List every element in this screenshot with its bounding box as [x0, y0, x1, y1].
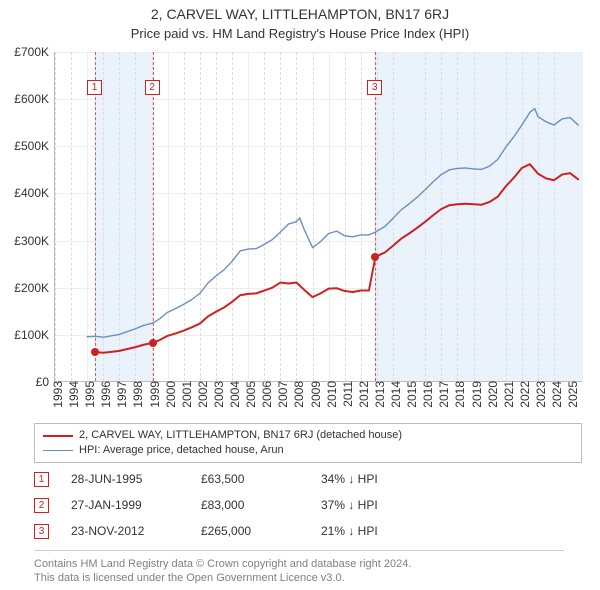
- y-axis-tick-label: £300K: [14, 234, 55, 248]
- transaction-row: 2 27-JAN-1999£83,00037% ↓ HPI: [34, 492, 378, 518]
- footer-line-2: This data is licensed under the Open Gov…: [34, 571, 564, 585]
- transaction-marker-label: 1: [87, 80, 102, 95]
- chart-svg: [55, 52, 583, 382]
- legend-label: HPI: Average price, detached house, Arun: [79, 443, 284, 458]
- legend-label: 2, CARVEL WAY, LITTLEHAMPTON, BN17 6RJ (…: [79, 428, 402, 443]
- page: 2, CARVEL WAY, LITTLEHAMPTON, BN17 6RJ P…: [0, 0, 600, 590]
- line-hpi: [87, 109, 578, 338]
- x-axis-tick-label: 2025: [560, 381, 580, 408]
- footer-line-1: Contains HM Land Registry data © Crown c…: [34, 557, 564, 571]
- transaction-date: 27-JAN-1999: [71, 498, 201, 512]
- y-axis-tick-label: £700K: [14, 45, 55, 59]
- transaction-price: £63,500: [201, 472, 321, 486]
- transaction-diff: 37% ↓ HPI: [321, 498, 378, 512]
- y-axis-tick-label: £400K: [14, 186, 55, 200]
- transaction-date: 23-NOV-2012: [71, 524, 201, 538]
- legend-item: HPI: Average price, detached house, Arun: [43, 443, 573, 458]
- legend: 2, CARVEL WAY, LITTLEHAMPTON, BN17 6RJ (…: [34, 423, 582, 463]
- transactions-table: 1 28-JUN-1995£63,50034% ↓ HPI 2 27-JAN-1999…: [34, 466, 378, 544]
- y-axis-tick-label: £100K: [14, 328, 55, 342]
- legend-swatch: [43, 450, 73, 451]
- y-axis-tick-label: £600K: [14, 92, 55, 106]
- transaction-marker-line: [375, 52, 376, 381]
- transaction-row-marker: 3: [34, 524, 49, 539]
- transaction-point: [91, 348, 99, 356]
- legend-item: 2, CARVEL WAY, LITTLEHAMPTON, BN17 6RJ (…: [43, 428, 573, 443]
- transaction-price: £265,000: [201, 524, 321, 538]
- chart-title: 2, CARVEL WAY, LITTLEHAMPTON, BN17 6RJ: [0, 6, 600, 22]
- y-axis-tick-label: £200K: [14, 281, 55, 295]
- attribution-footer: Contains HM Land Registry data © Crown c…: [34, 550, 564, 585]
- line-price-paid: [95, 164, 578, 353]
- transaction-marker-line: [95, 52, 96, 381]
- transaction-date: 28-JUN-1995: [71, 472, 201, 486]
- transaction-row: 1 28-JUN-1995£63,50034% ↓ HPI: [34, 466, 378, 492]
- transaction-marker-label: 3: [367, 80, 382, 95]
- transaction-price: £83,000: [201, 498, 321, 512]
- transaction-row-marker: 2: [34, 498, 49, 513]
- transaction-marker-label: 2: [145, 80, 160, 95]
- chart-subtitle: Price paid vs. HM Land Registry's House …: [0, 26, 600, 41]
- y-axis-tick-label: £500K: [14, 139, 55, 153]
- legend-swatch: [43, 435, 73, 437]
- plot-area: £0£100K£200K£300K£400K£500K£600K£700K199…: [54, 52, 582, 382]
- transaction-row-marker: 1: [34, 472, 49, 487]
- transaction-point: [149, 339, 157, 347]
- transaction-point: [371, 253, 379, 261]
- transaction-diff: 34% ↓ HPI: [321, 472, 378, 486]
- transaction-marker-line: [153, 52, 154, 381]
- transaction-row: 3 23-NOV-2012£265,00021% ↓ HPI: [34, 518, 378, 544]
- transaction-diff: 21% ↓ HPI: [321, 524, 378, 538]
